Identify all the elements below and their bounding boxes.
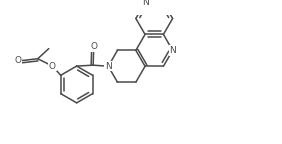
- Text: N: N: [105, 62, 112, 71]
- Text: O: O: [90, 42, 97, 51]
- Text: N: N: [169, 46, 176, 55]
- Text: N: N: [142, 0, 148, 7]
- Text: O: O: [15, 56, 21, 65]
- Text: O: O: [49, 62, 56, 71]
